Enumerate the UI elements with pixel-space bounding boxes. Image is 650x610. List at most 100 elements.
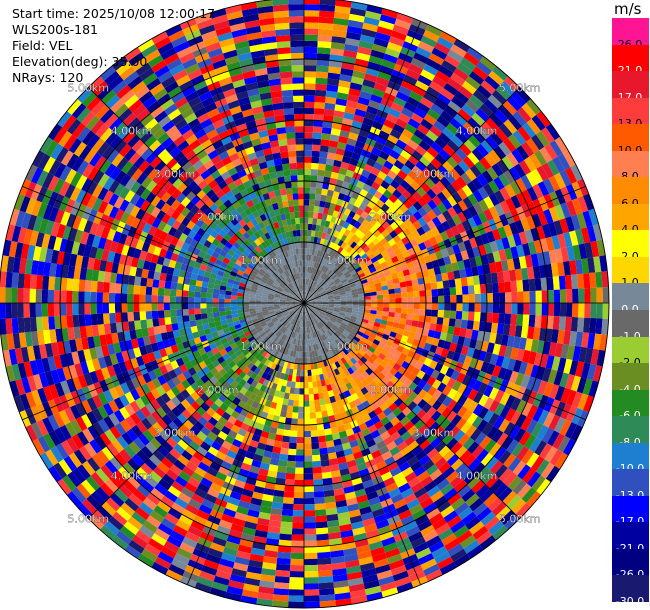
velocity-gate	[244, 330, 252, 337]
velocity-gate	[77, 374, 88, 389]
velocity-gate	[392, 189, 402, 199]
velocity-gate	[316, 423, 324, 431]
velocity-gate	[171, 386, 181, 397]
velocity-gate	[417, 216, 427, 227]
velocity-gate	[392, 362, 402, 372]
velocity-gate	[301, 321, 303, 328]
velocity-gate	[343, 355, 351, 363]
velocity-gate	[313, 290, 319, 296]
velocity-gate	[37, 202, 48, 219]
velocity-gate	[329, 272, 336, 279]
velocity-gate	[234, 433, 245, 443]
velocity-gate	[219, 311, 226, 317]
velocity-gate	[288, 393, 295, 401]
velocity-gate	[313, 291, 319, 296]
velocity-gate	[400, 515, 415, 526]
velocity-gate	[387, 426, 398, 436]
velocity-gate	[467, 377, 477, 389]
velocity-gate	[403, 420, 415, 431]
velocity-gate	[17, 317, 25, 333]
velocity-gate	[281, 291, 288, 296]
velocity-gate	[151, 217, 162, 229]
velocity-gate	[333, 110, 345, 118]
velocity-gate	[276, 351, 282, 359]
velocity-gate	[501, 237, 511, 250]
velocity-gate	[257, 316, 265, 321]
velocity-gate	[457, 336, 466, 346]
velocity-gate	[214, 398, 224, 408]
velocity-gate	[27, 214, 38, 231]
velocity-gate	[289, 571, 304, 578]
velocity-gate	[145, 441, 158, 454]
velocity-gate	[436, 281, 444, 289]
velocity-gate	[437, 382, 447, 393]
velocity-gate	[422, 428, 434, 439]
velocity-gate	[158, 280, 166, 289]
velocity-gate	[480, 361, 490, 373]
velocity-gate	[319, 588, 335, 596]
velocity-gate	[334, 153, 344, 162]
velocity-gate	[461, 311, 469, 321]
velocity-gate	[321, 354, 326, 361]
velocity-gate	[447, 325, 455, 335]
velocity-gate	[247, 445, 257, 454]
velocity-gate	[475, 484, 490, 498]
velocity-gate	[367, 336, 375, 343]
velocity-gate	[477, 211, 488, 224]
velocity-gate	[128, 275, 136, 286]
velocity-gate	[389, 303, 396, 308]
velocity-gate	[204, 379, 214, 389]
velocity-gate	[527, 351, 537, 365]
velocity-gate	[310, 304, 316, 306]
velocity-gate	[580, 362, 591, 379]
velocity-gate	[387, 461, 399, 472]
velocity-gate	[144, 475, 159, 488]
velocity-gate	[557, 329, 565, 344]
velocity-gate	[36, 419, 49, 436]
velocity-gate	[387, 134, 399, 145]
velocity-gate	[200, 313, 208, 320]
velocity-gate	[467, 193, 479, 206]
velocity-gate	[341, 181, 350, 190]
velocity-gate	[349, 7, 367, 17]
velocity-gate	[323, 316, 330, 321]
velocity-gate	[307, 266, 310, 273]
velocity-gate	[44, 343, 54, 358]
velocity-gate	[17, 303, 24, 318]
velocity-gate	[360, 210, 369, 220]
velocity-gate	[146, 515, 162, 529]
velocity-gate	[557, 435, 571, 453]
velocity-gate	[446, 122, 460, 136]
velocity-gate	[417, 399, 428, 410]
velocity-gate	[363, 269, 371, 276]
velocity-gate	[161, 382, 171, 393]
velocity-gate	[296, 332, 300, 340]
velocity-gate	[514, 325, 523, 338]
velocity-gate	[308, 295, 315, 300]
velocity-gate	[531, 114, 546, 131]
velocity-gate	[431, 309, 438, 317]
velocity-gate	[329, 544, 344, 552]
velocity-gate	[287, 293, 294, 298]
velocity-gate	[133, 437, 146, 450]
velocity-gate	[390, 416, 400, 427]
velocity-gate	[324, 324, 330, 331]
velocity-gate	[273, 328, 280, 335]
velocity-gate	[260, 278, 267, 284]
velocity-gate	[166, 266, 175, 276]
velocity-gate	[250, 379, 259, 388]
velocity-gate	[157, 303, 164, 311]
velocity-gate	[411, 405, 422, 416]
velocity-gate	[0, 255, 9, 272]
velocity-gate	[333, 307, 341, 311]
velocity-gate	[498, 450, 512, 465]
velocity-gate	[286, 361, 292, 369]
velocity-gate	[317, 329, 323, 336]
velocity-gate	[429, 323, 437, 331]
velocity-gate	[392, 451, 404, 462]
velocity-gate	[188, 259, 196, 268]
velocity-gate	[261, 304, 268, 308]
velocity-gate	[280, 359, 286, 367]
velocity-gate	[518, 231, 528, 245]
velocity-gate	[357, 550, 372, 560]
